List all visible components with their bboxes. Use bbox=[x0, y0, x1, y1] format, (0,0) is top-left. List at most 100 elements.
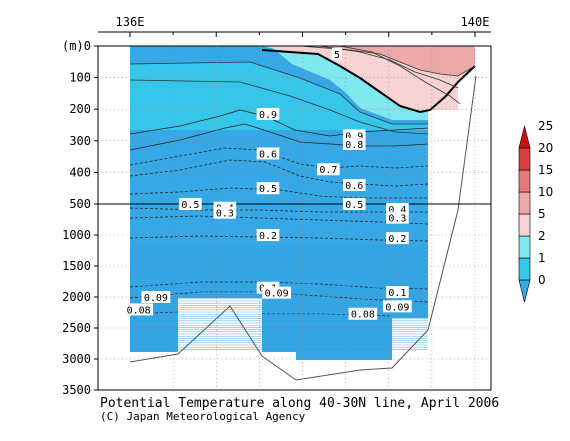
colorbar-segment bbox=[518, 257, 531, 281]
contour-label-bg bbox=[141, 291, 171, 303]
contour-labels: 50.90.90.80.70.60.60.50.50.50.40.40.30.3… bbox=[124, 47, 412, 321]
contour-label-text: 0.9 bbox=[345, 131, 363, 142]
contour-label-bg bbox=[386, 286, 409, 299]
colorbar-segment bbox=[518, 125, 531, 149]
contour-label: 0.2 bbox=[386, 232, 409, 245]
contour-label-text: 0.5 bbox=[345, 200, 363, 211]
colorbar-segment bbox=[518, 147, 531, 171]
contour-line-0-1 bbox=[129, 281, 429, 290]
upper-mid-band-fill bbox=[130, 62, 428, 130]
contour-label-bg bbox=[342, 179, 366, 192]
y-tick-label: 100 bbox=[69, 71, 91, 85]
contour-label-text: 0.7 bbox=[319, 165, 337, 176]
colorbar-label: 5 bbox=[538, 207, 546, 221]
plot-frame bbox=[97, 45, 492, 391]
contour-line-2 bbox=[129, 61, 428, 125]
colorbar-segment bbox=[518, 235, 531, 259]
contour-label-text: 0.5 bbox=[259, 184, 277, 195]
contour-label-text: 0.3 bbox=[388, 214, 406, 225]
contour-label-text: 0.08 bbox=[127, 305, 151, 316]
contour-label: 5 bbox=[331, 47, 343, 61]
colorbar-segment bbox=[518, 191, 531, 215]
contour-label: 0.5 bbox=[179, 198, 202, 211]
contour-label-text: 0.2 bbox=[259, 231, 277, 242]
top-axis-label: 136E bbox=[116, 15, 145, 29]
chart-title: Potential Temperature along 40-30N line,… bbox=[100, 396, 499, 411]
colorbar-label: 2 bbox=[538, 229, 546, 243]
contour-label-bg bbox=[256, 229, 280, 241]
contour-label-text: 0.09 bbox=[144, 293, 168, 304]
contour-label: 0.08 bbox=[348, 307, 378, 321]
contour-line-0-6 bbox=[129, 159, 429, 187]
contour-line-0-3 bbox=[129, 215, 429, 225]
top-axis-label: 140E bbox=[461, 15, 490, 29]
contour-line-0-8 bbox=[129, 123, 429, 151]
contour-label: 0.5 bbox=[256, 182, 280, 195]
colorbar-label: 0 bbox=[538, 273, 546, 287]
y-tick-label: 2000 bbox=[62, 290, 91, 304]
colorbar-label: 25 bbox=[538, 119, 553, 133]
contour-label: 0.3 bbox=[386, 211, 409, 225]
contour-label-bg bbox=[317, 163, 340, 176]
colorbar-label: 20 bbox=[538, 141, 553, 155]
contour-label-bg bbox=[213, 206, 237, 219]
y-axis: 0 100 200 300 400 500 1000 1500 2000 2500 3000 3500 bbox=[62, 39, 98, 397]
contour-label-bg bbox=[348, 307, 378, 320]
colorbar-label: 10 bbox=[538, 185, 553, 199]
contour-label-bg bbox=[256, 147, 280, 160]
contour-line-0-7 bbox=[129, 147, 429, 169]
y-tick-label: 1000 bbox=[62, 228, 91, 242]
contour-label-text: 0.4 bbox=[388, 205, 406, 216]
contour-label: 0.1 bbox=[386, 286, 409, 299]
contour-label-bg bbox=[342, 137, 366, 150]
contour-label-text: 0.9 bbox=[259, 110, 277, 121]
contour-label-text: 0.3 bbox=[216, 209, 234, 220]
contour-label-text: 0.1 bbox=[388, 288, 406, 299]
contour-label-bg bbox=[342, 198, 366, 210]
contour-label-bg bbox=[256, 107, 280, 120]
contour-line-warm-2 bbox=[319, 46, 459, 89]
colorbar-segment bbox=[518, 279, 531, 303]
contour-label-bg bbox=[386, 211, 409, 224]
contour-label-bg bbox=[262, 286, 292, 299]
warm-water-10-15-fill bbox=[300, 46, 475, 76]
contour-line-warm-3 bbox=[339, 46, 461, 105]
contour-label-bg bbox=[382, 300, 412, 313]
contour-label-text: 0.6 bbox=[259, 149, 277, 160]
y-unit-label: (m) bbox=[62, 39, 84, 53]
contour-label-text: 0.08 bbox=[351, 310, 375, 321]
y-tick-label: 300 bbox=[69, 134, 91, 148]
contour-label: 0.09 bbox=[141, 291, 171, 304]
y-tick-label: 3500 bbox=[62, 383, 91, 397]
y-tick-label: 3000 bbox=[62, 352, 91, 366]
contour-label: 0.2 bbox=[256, 229, 280, 242]
contour-label: 0.08 bbox=[124, 303, 154, 316]
gridlines bbox=[98, 46, 491, 390]
contour-line-0-9 bbox=[129, 109, 429, 137]
contour-label: 0.09 bbox=[382, 300, 412, 313]
contour-label: 0.5 bbox=[342, 198, 366, 211]
contour-label: 0.3 bbox=[213, 206, 237, 220]
contour-line-0-2 bbox=[129, 235, 429, 242]
contour-label-bg bbox=[124, 303, 154, 316]
contour-label: 0.6 bbox=[342, 179, 366, 192]
contour-label-text: 0.8 bbox=[345, 140, 363, 151]
colorbar-label: 1 bbox=[538, 251, 546, 265]
contour-label: 0.6 bbox=[256, 147, 280, 160]
contour-label: 0.8 bbox=[342, 137, 366, 151]
contour-label-text: 0.2 bbox=[388, 234, 406, 245]
colorbar-segment bbox=[518, 169, 531, 193]
y-tick-label: 0 bbox=[84, 39, 91, 53]
contour-label-text: 0.6 bbox=[345, 181, 363, 192]
contour-label-bg bbox=[386, 232, 409, 245]
y-tick-label: 2500 bbox=[62, 321, 91, 335]
contour-label: 0.09 bbox=[262, 286, 292, 300]
contour-label-text: 0.5 bbox=[181, 200, 199, 211]
contour-label-text: 0.09 bbox=[265, 289, 289, 300]
y-tick-label: 200 bbox=[69, 102, 91, 116]
top-axis: 136E 140E bbox=[98, 15, 491, 37]
contour-line-0-4 bbox=[129, 207, 428, 213]
contour-label-bg bbox=[256, 182, 280, 195]
